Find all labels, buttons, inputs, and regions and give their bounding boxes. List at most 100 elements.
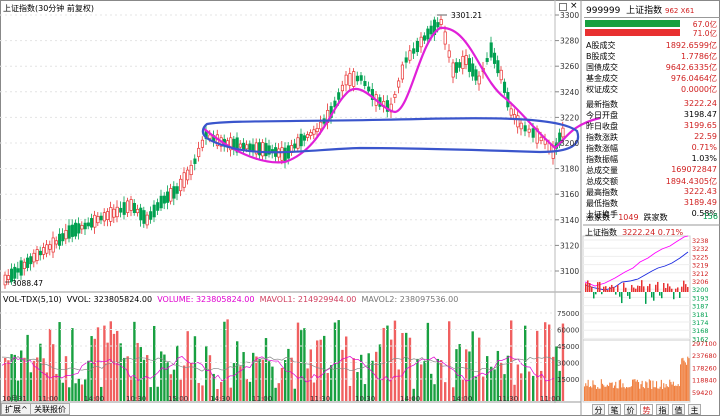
volume-bar bbox=[433, 384, 436, 401]
mini-volume-bar bbox=[608, 386, 610, 401]
sidebar-stat-value: 1.7786亿 bbox=[681, 52, 717, 61]
candle-body bbox=[264, 143, 268, 157]
mini-volume-bar bbox=[618, 380, 620, 401]
mini-delta-bar bbox=[673, 292, 675, 300]
candle-body bbox=[166, 191, 170, 203]
mini-tab[interactable]: 价 bbox=[624, 404, 637, 415]
volume-bar bbox=[109, 321, 112, 401]
volume-bar bbox=[337, 320, 340, 401]
mini-volume-bar bbox=[662, 388, 664, 401]
volume-tick-label: 75000 bbox=[557, 310, 579, 318]
volume-header: VOL-TDX(5,10) VVOL: 323805824.00 VOLUME:… bbox=[3, 295, 458, 304]
time-tick-label: 10:30 bbox=[355, 395, 375, 403]
volume-bar bbox=[513, 384, 516, 401]
candle-body bbox=[139, 207, 143, 221]
mini-tab[interactable]: 指 bbox=[656, 404, 669, 415]
mini-index-line bbox=[584, 235, 689, 287]
vol-indicator-label: VOL-TDX(5,10) bbox=[3, 295, 62, 304]
candle-body bbox=[235, 137, 239, 153]
mini-volume-bar bbox=[624, 388, 626, 401]
candle-body bbox=[64, 230, 68, 240]
related-quotes-tab[interactable]: 关联报价 bbox=[30, 403, 70, 415]
volume-bar bbox=[216, 388, 219, 401]
candle-body bbox=[54, 240, 58, 245]
mini-volume-bar bbox=[680, 364, 682, 401]
volume-bar bbox=[119, 343, 122, 401]
sidebar-stat-label: 基金成交 bbox=[586, 74, 618, 83]
mini-volume-bar bbox=[599, 388, 601, 401]
volume-bar bbox=[341, 349, 344, 401]
candle-body bbox=[119, 207, 123, 213]
sidebar-header-rule bbox=[584, 17, 720, 18]
volume-bar bbox=[156, 386, 159, 401]
sidebar-stat-label: 国债成交 bbox=[586, 63, 618, 72]
candle-body bbox=[122, 202, 126, 215]
candle-body bbox=[189, 164, 193, 176]
mini-delta-bar bbox=[661, 292, 663, 299]
volume-bar bbox=[420, 364, 423, 401]
mini-vol-label: 237680 bbox=[692, 352, 717, 360]
volume-bar bbox=[10, 354, 13, 401]
turnover-value-1: 67.0亿 bbox=[692, 20, 717, 29]
mini-tab[interactable]: 势 bbox=[640, 404, 653, 415]
candle-body bbox=[561, 127, 565, 138]
time-tick-label: 11:00 bbox=[38, 395, 58, 403]
mini-vol-label: 178260 bbox=[692, 364, 717, 372]
volume-bar bbox=[77, 378, 80, 401]
volume-bar bbox=[348, 385, 352, 401]
volume-bar bbox=[20, 350, 23, 401]
sidebar-stat-value: 3222.24 bbox=[683, 99, 717, 108]
candle-body bbox=[83, 222, 87, 230]
expand-tab[interactable]: 扩展^ bbox=[1, 403, 32, 415]
candle-body bbox=[38, 250, 42, 256]
volume-bar bbox=[323, 335, 326, 401]
mini-volume-bar bbox=[638, 382, 640, 401]
price-tick-label: 3280 bbox=[560, 37, 579, 46]
volume-bar bbox=[242, 352, 245, 401]
volume-bar bbox=[133, 321, 136, 401]
volume-bar bbox=[280, 367, 284, 401]
mini-volume-bar bbox=[672, 381, 674, 401]
candle-body bbox=[319, 121, 323, 130]
candle-body bbox=[458, 62, 462, 68]
sidebar-stat-row: B股成交 1.7786亿 bbox=[583, 51, 720, 62]
volume-bar bbox=[360, 354, 363, 401]
mini-volume-bar bbox=[652, 380, 654, 401]
candle-body bbox=[242, 142, 246, 150]
candle-body bbox=[229, 137, 233, 151]
mini-volume-bar bbox=[644, 388, 646, 401]
volume-bar bbox=[493, 369, 496, 401]
mavol1-line bbox=[1, 356, 555, 383]
volume-bar bbox=[333, 322, 337, 401]
close-icon[interactable]: × bbox=[570, 1, 578, 11]
mini-delta-bar bbox=[609, 286, 611, 292]
volume-bar bbox=[468, 351, 471, 401]
mini-tab[interactable]: 主 bbox=[688, 404, 701, 415]
mini-tab[interactable]: 分 bbox=[592, 404, 605, 415]
mini-tab[interactable]: 笔 bbox=[608, 404, 621, 415]
turnover-bar-1-fill bbox=[585, 20, 680, 27]
volume-bar bbox=[142, 359, 146, 401]
mini-volume-bar bbox=[602, 383, 604, 401]
candle-body bbox=[80, 225, 84, 230]
volume-bar bbox=[176, 345, 179, 401]
sidebar-stat-row: 上证换手 0.58% bbox=[583, 209, 720, 220]
volume-bar bbox=[544, 322, 547, 401]
sidebar-stat-value: 9642.6335亿 bbox=[665, 63, 717, 72]
restore-icon[interactable] bbox=[559, 3, 567, 11]
down-count: 156 bbox=[702, 212, 718, 221]
mini-volume-bar bbox=[660, 379, 662, 401]
candle-body bbox=[238, 143, 242, 148]
mini-tab[interactable]: 值 bbox=[672, 404, 685, 415]
mini-delta-bar bbox=[617, 284, 619, 292]
mini-delta-bar bbox=[611, 284, 613, 292]
candle-body bbox=[299, 133, 303, 147]
volume-bar bbox=[236, 341, 239, 401]
mavol1-value: MAVOL1: 214929944.00 bbox=[259, 295, 357, 304]
mini-volume-bar bbox=[674, 385, 676, 401]
volume-bar bbox=[274, 387, 277, 401]
volume-bar bbox=[223, 321, 226, 401]
mini-volume-bar bbox=[622, 383, 624, 401]
volume-bar bbox=[258, 358, 261, 401]
